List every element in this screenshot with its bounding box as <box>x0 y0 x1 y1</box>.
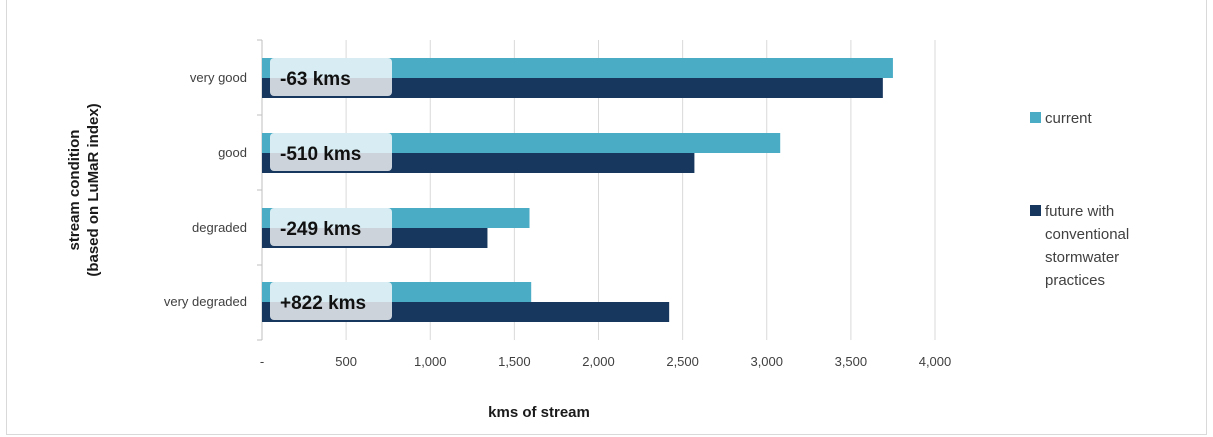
delta-annotation-box <box>270 58 392 96</box>
category-label: very degraded <box>164 294 247 309</box>
x-tick-label: 1,000 <box>414 354 447 369</box>
legend-label: stormwater <box>1045 249 1119 266</box>
category-label: degraded <box>192 220 247 235</box>
delta-annotation-text: +822 kms <box>280 293 366 314</box>
x-tick-label: 3,500 <box>835 354 868 369</box>
x-tick-label: - <box>260 354 264 369</box>
category-label: very good <box>190 70 247 85</box>
x-axis-title: kms of stream <box>488 404 590 421</box>
legend-label: future with <box>1045 203 1114 220</box>
delta-annotation-box <box>270 133 392 171</box>
legend-swatch-current <box>1030 112 1041 123</box>
legend-label: practices <box>1045 272 1105 289</box>
legend-label: current <box>1045 110 1093 127</box>
x-tick-label: 3,000 <box>750 354 783 369</box>
delta-annotation-text: -63 kms <box>280 69 351 90</box>
category-label: good <box>218 145 247 160</box>
x-tick-label: 4,000 <box>919 354 952 369</box>
bar-current-very-good <box>262 58 893 78</box>
x-tick-label: 2,500 <box>666 354 699 369</box>
legend-label: conventional <box>1045 226 1129 243</box>
delta-annotation-text: -249 kms <box>280 219 361 240</box>
y-axis-title: (based on LuMaR index) <box>85 103 102 276</box>
chart-frame <box>6 0 1207 435</box>
delta-annotation-text: -510 kms <box>280 144 361 165</box>
legend-swatch-future <box>1030 205 1041 216</box>
delta-annotation-box <box>270 208 392 246</box>
x-tick-label: 1,500 <box>498 354 531 369</box>
x-tick-label: 2,000 <box>582 354 615 369</box>
x-tick-label: 500 <box>335 354 357 369</box>
delta-annotation-box <box>270 282 392 320</box>
y-axis-title: stream condition <box>66 130 83 251</box>
bar-future-very-good <box>262 78 883 98</box>
